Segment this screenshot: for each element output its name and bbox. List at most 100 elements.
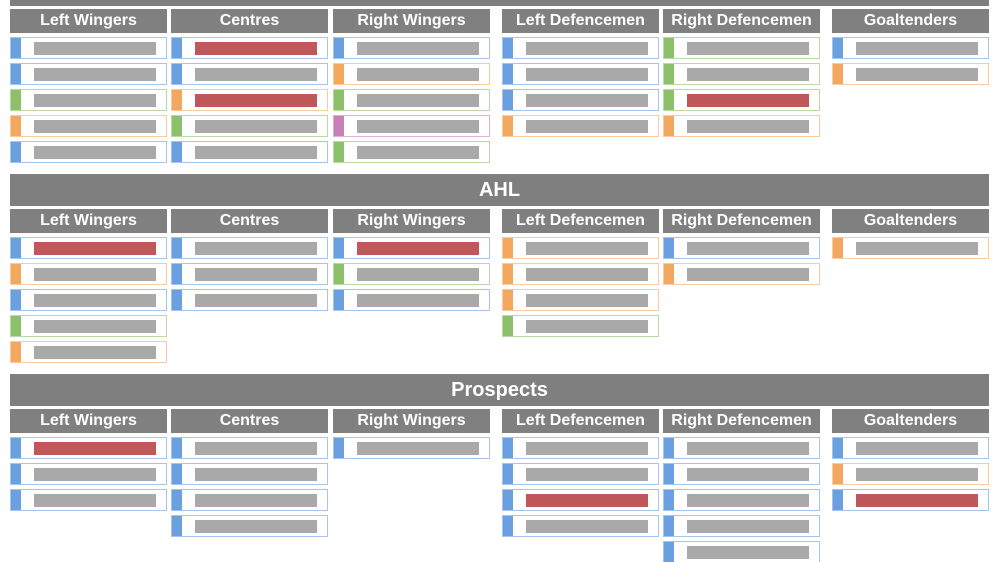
player-name-placeholder [34,94,156,107]
position-tag [664,238,674,258]
column-header: Centres [171,209,328,233]
player-card [171,141,328,163]
player-name-placeholder [856,68,978,81]
player-name-placeholder [526,320,648,333]
player-card [502,263,659,285]
position-tag [664,64,674,84]
player-card [502,289,659,311]
position-tag [503,516,513,536]
player-card [10,37,167,59]
column-header: Left Defencemen [502,209,659,233]
column-header: Right Wingers [333,409,490,433]
player-name-placeholder [195,268,317,281]
position-tag [11,490,21,510]
player-card [333,237,490,259]
player-card [171,37,328,59]
column-header: Goaltenders [832,209,989,233]
player-card [333,115,490,137]
player-card [663,541,820,562]
player-card [171,115,328,137]
column-header: Left Wingers [10,409,167,433]
position-tag [334,116,344,136]
position-tag [11,290,21,310]
player-card [10,115,167,137]
position-tag [833,38,843,58]
position-tag [11,90,21,110]
player-name-placeholder [34,468,156,481]
position-tag [503,64,513,84]
player-name-placeholder [856,494,978,507]
position-tag [172,464,182,484]
player-name-placeholder [357,94,479,107]
player-name-placeholder [856,242,978,255]
position-tag [334,64,344,84]
player-name-placeholder [34,346,156,359]
player-name-placeholder [195,68,317,81]
player-name-placeholder [357,294,479,307]
player-card [171,289,328,311]
player-name-placeholder [195,42,317,55]
player-name-placeholder [195,468,317,481]
player-card [10,437,167,459]
player-card [663,463,820,485]
player-card [333,89,490,111]
player-card [663,263,820,285]
player-name-placeholder [687,94,809,107]
position-tag [172,264,182,284]
player-card [832,237,989,259]
position-tag [664,264,674,284]
position-tag [334,142,344,162]
position-tag [172,438,182,458]
player-card [663,89,820,111]
position-tag [664,516,674,536]
player-card [171,489,328,511]
position-tag [11,116,21,136]
position-tag [172,116,182,136]
player-card [502,237,659,259]
position-tag [503,238,513,258]
player-name-placeholder [34,494,156,507]
position-tag [11,316,21,336]
player-name-placeholder [687,268,809,281]
player-card [502,37,659,59]
player-card [10,289,167,311]
player-name-placeholder [687,520,809,533]
player-name-placeholder [357,268,479,281]
player-card [663,115,820,137]
player-name-placeholder [195,442,317,455]
player-card [10,315,167,337]
position-tag [503,438,513,458]
player-name-placeholder [526,468,648,481]
player-name-placeholder [34,294,156,307]
position-tag [833,64,843,84]
position-tag [833,438,843,458]
position-tag [664,542,674,562]
player-name-placeholder [357,146,479,159]
player-name-placeholder [526,268,648,281]
player-name-placeholder [34,42,156,55]
position-tag [334,290,344,310]
player-name-placeholder [34,242,156,255]
player-card [10,463,167,485]
position-tag [172,142,182,162]
position-tag [664,490,674,510]
column-header: Goaltenders [832,409,989,433]
position-tag [334,264,344,284]
player-name-placeholder [34,120,156,133]
column-header: Left Defencemen [502,9,659,33]
position-tag [664,464,674,484]
position-tag [172,290,182,310]
position-tag [334,238,344,258]
column-header: Right Wingers [333,9,490,33]
player-card [171,437,328,459]
column-header: Left Defencemen [502,409,659,433]
position-tag [334,438,344,458]
position-tag [503,490,513,510]
position-tag [11,464,21,484]
position-tag [172,38,182,58]
position-tag [503,90,513,110]
player-name-placeholder [526,520,648,533]
column-header: Right Defencemen [663,409,820,433]
position-tag [664,38,674,58]
